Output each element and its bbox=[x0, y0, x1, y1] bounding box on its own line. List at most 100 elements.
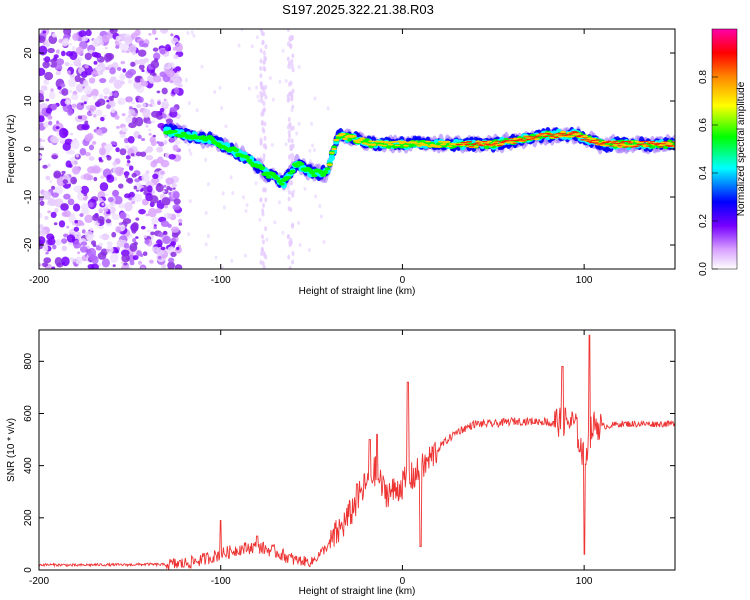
colorbar-tick-label: 0.6 bbox=[698, 118, 709, 132]
noise-speck bbox=[55, 126, 60, 130]
noise-speck bbox=[106, 248, 111, 252]
noise-speck bbox=[153, 75, 162, 83]
noise-speck bbox=[152, 159, 159, 165]
noise-speck bbox=[286, 29, 290, 32]
noise-speck bbox=[73, 185, 83, 193]
spectrogram-noise bbox=[39, 29, 330, 269]
noise-speck bbox=[259, 137, 263, 143]
ridge-cell bbox=[263, 171, 270, 177]
noise-speck bbox=[81, 71, 88, 78]
noise-speck bbox=[62, 142, 71, 151]
x-tick-label: -100 bbox=[211, 275, 231, 286]
noise-speck bbox=[88, 156, 95, 161]
noise-speck bbox=[221, 191, 225, 196]
noise-speck bbox=[39, 200, 45, 206]
noise-speck bbox=[88, 144, 95, 151]
noise-speck bbox=[161, 263, 167, 269]
ridge-cell bbox=[490, 144, 497, 146]
ridge-cell bbox=[525, 138, 532, 141]
noise-speck bbox=[112, 161, 117, 167]
noise-speck bbox=[109, 252, 119, 263]
noise-speck bbox=[164, 100, 169, 104]
noise-speck bbox=[289, 65, 293, 70]
noise-speck bbox=[47, 47, 55, 54]
ridge-cell bbox=[610, 142, 617, 144]
noise-speck bbox=[287, 254, 291, 260]
ridge-cell bbox=[403, 144, 410, 147]
ridge-cell bbox=[642, 140, 649, 142]
noise-speck bbox=[109, 206, 116, 214]
noise-speck bbox=[151, 216, 159, 224]
noise-speck bbox=[138, 58, 147, 66]
noise-speck bbox=[260, 119, 264, 125]
ridge-cell bbox=[289, 169, 296, 174]
noise-speck bbox=[80, 94, 89, 104]
noise-speck bbox=[290, 108, 294, 113]
noise-speck bbox=[166, 70, 176, 78]
noise-speck bbox=[39, 229, 47, 236]
ridge-cell bbox=[575, 133, 582, 135]
noise-speck bbox=[98, 209, 103, 213]
noise-speck bbox=[262, 101, 266, 107]
noise-speck bbox=[64, 61, 70, 67]
ridge-cell bbox=[387, 143, 394, 146]
noise-speck bbox=[60, 50, 66, 57]
noise-speck bbox=[230, 258, 234, 263]
y-tick-label: -10 bbox=[23, 189, 34, 204]
ridge-cell bbox=[444, 140, 451, 143]
noise-speck bbox=[153, 224, 157, 227]
noise-speck bbox=[130, 153, 135, 157]
colorbar-tick-label: 0.0 bbox=[698, 262, 709, 276]
ridge-cell bbox=[603, 141, 610, 144]
colorbar-tick-label: 0.4 bbox=[698, 166, 709, 180]
noise-speck bbox=[51, 192, 59, 198]
noise-speck bbox=[142, 103, 147, 108]
noise-speck bbox=[168, 257, 175, 263]
noise-speck bbox=[170, 226, 180, 233]
noise-speck bbox=[151, 120, 156, 124]
noise-speck bbox=[140, 266, 146, 269]
ridge-cell bbox=[616, 145, 623, 147]
noise-speck bbox=[54, 64, 63, 71]
noise-speck bbox=[101, 233, 110, 241]
ridge-cell bbox=[662, 141, 669, 143]
ridge-cell bbox=[599, 143, 606, 145]
ridge-cell bbox=[298, 162, 305, 166]
noise-speck bbox=[107, 196, 114, 203]
noise-speck bbox=[115, 249, 120, 254]
noise-speck bbox=[86, 234, 94, 242]
noise-speck bbox=[75, 83, 85, 93]
noise-speck bbox=[39, 45, 48, 56]
noise-speck bbox=[101, 34, 110, 43]
ridge-cell bbox=[278, 182, 285, 186]
noise-speck bbox=[250, 44, 254, 49]
noise-speck bbox=[95, 66, 102, 72]
colorbar-gradient bbox=[711, 28, 738, 270]
noise-speck bbox=[127, 177, 134, 184]
noise-speck bbox=[124, 36, 133, 46]
noise-speck bbox=[189, 151, 193, 156]
noise-speck bbox=[61, 245, 67, 252]
ridge-cell bbox=[614, 142, 621, 145]
noise-speck bbox=[55, 49, 60, 54]
noise-speck bbox=[273, 220, 277, 225]
ridge-cell bbox=[424, 140, 431, 143]
noise-speck bbox=[39, 145, 44, 152]
noise-speck bbox=[137, 96, 144, 103]
noise-speck bbox=[160, 159, 170, 168]
noise-speck bbox=[122, 68, 127, 73]
noise-speck bbox=[289, 44, 293, 50]
noise-speck bbox=[56, 120, 60, 125]
noise-speck bbox=[313, 96, 317, 101]
noise-speck bbox=[151, 29, 157, 35]
noise-speck bbox=[152, 134, 156, 138]
noise-speck bbox=[264, 44, 268, 50]
noise-speck bbox=[145, 170, 150, 175]
noise-speck bbox=[308, 148, 312, 153]
noise-speck bbox=[125, 155, 131, 160]
noise-speck bbox=[289, 36, 293, 42]
noise-speck bbox=[206, 233, 210, 238]
noise-speck bbox=[262, 60, 266, 66]
ridge-cell bbox=[479, 145, 486, 147]
